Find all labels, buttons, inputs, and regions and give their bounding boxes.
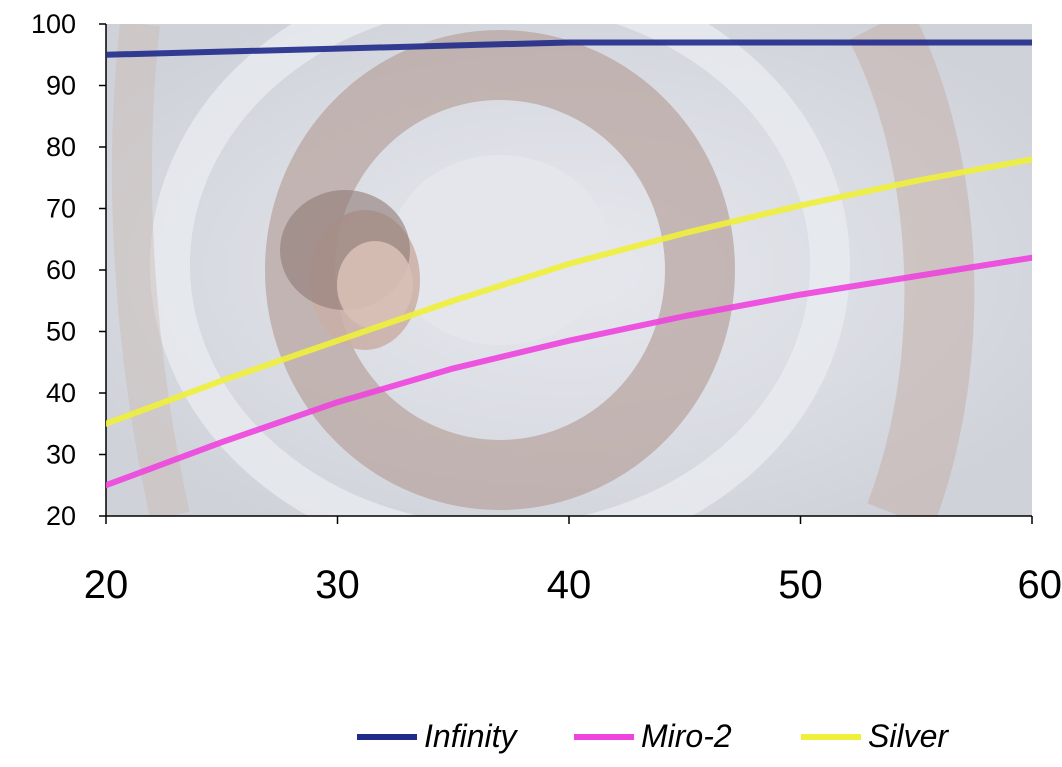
series-layer [106,39,1032,489]
series-line-silver [106,156,1032,427]
x-tick-label: 20 [84,563,129,607]
legend-label-infinity: Infinity [424,718,518,754]
y-axis: 20 30 40 50 60 70 80 90 100 [31,9,107,531]
series-line-infinity [106,39,1032,58]
y-tick-label: 60 [46,255,76,285]
y-tick-label: 90 [46,71,76,101]
y-tick-label: 80 [46,132,76,162]
x-axis: 20 30 40 50 60 [84,515,1062,607]
legend-label-miro-2: Miro-2 [641,718,732,754]
x-tick-label: 30 [315,563,360,607]
y-tick-label: 50 [46,317,76,347]
x-tick-label: 40 [547,563,592,607]
legend-label-silver: Silver [868,718,949,754]
series-line-miro-2 [106,254,1032,489]
y-tick-label: 20 [46,501,76,531]
y-tick-label: 40 [46,378,76,408]
y-tick-label: 30 [46,440,76,470]
x-tick-label: 50 [778,563,823,607]
x-tick-label: 60 [1018,563,1062,607]
y-tick-label: 100 [31,9,76,39]
legend: Infinity Miro-2 Silver [357,718,949,754]
y-tick-label: 70 [46,194,76,224]
plot-background-photo [106,24,1032,516]
